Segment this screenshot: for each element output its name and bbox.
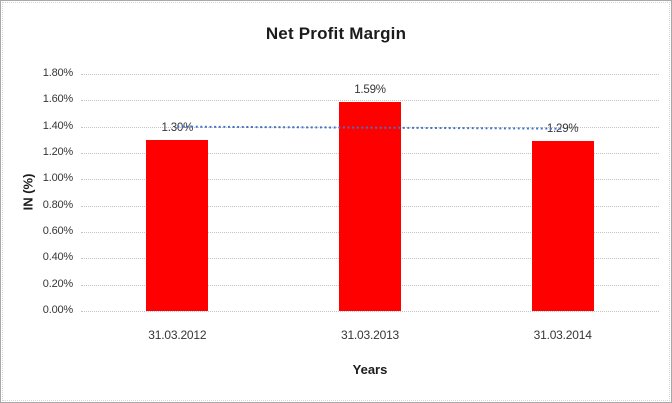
y-tick-label: 1.40% — [42, 119, 73, 132]
y-tick-label: 0.40% — [42, 251, 73, 264]
y-tick-label: 1.20% — [42, 146, 73, 158]
bar-data-label: 1.59% — [354, 83, 386, 96]
y-tick-label: 0.60% — [42, 225, 73, 237]
x-tick-label: 31.03.2012 — [148, 328, 207, 342]
y-tick-label: 1.80% — [42, 67, 73, 79]
bar-31.03.2012 — [146, 139, 209, 311]
x-axis-title: Years — [352, 362, 388, 377]
y-tick-label: 0.00% — [42, 304, 73, 316]
plot-area: 1.30% 1.59% 1.29% — [81, 74, 659, 312]
x-tick-label: 31.03.2013 — [340, 328, 400, 342]
y-tick-label: 0.80% — [42, 198, 73, 211]
x-tick-label: 31.03.2014 — [533, 328, 592, 342]
gridline — [81, 74, 659, 75]
bar-31.03.2014 — [531, 141, 594, 311]
bar-data-label: 1.30% — [161, 121, 194, 134]
bar-data-label: 1.29% — [546, 123, 579, 136]
y-tick-label: 1.60% — [42, 93, 73, 106]
y-tick-label: 1.00% — [42, 172, 73, 185]
gridline — [81, 100, 659, 102]
gridline — [81, 311, 659, 312]
trendline — [177, 125, 563, 130]
y-tick-label: 0.20% — [42, 277, 73, 290]
chart-title: Net Profit Margin — [265, 24, 407, 43]
bar-31.03.2013 — [339, 101, 401, 311]
